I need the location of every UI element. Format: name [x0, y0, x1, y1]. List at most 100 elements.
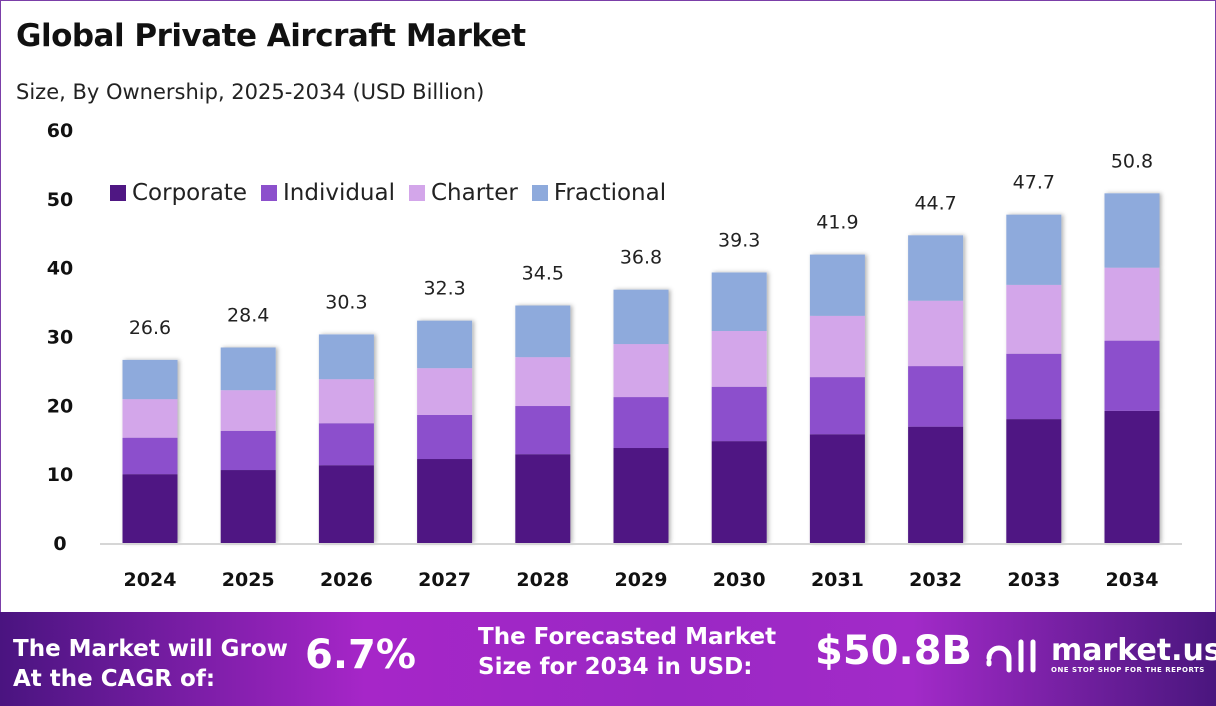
bar-segment-individual [220, 430, 276, 471]
bar-segment-individual [122, 437, 178, 475]
forecast-label-line2: Size for 2034 in USD: [478, 654, 753, 680]
chart-subtitle: Size, By Ownership, 2025-2034 (USD Billi… [16, 80, 485, 104]
bar-segment-fractional [515, 305, 571, 358]
bar-segment-individual [711, 386, 767, 442]
legend-item: Corporate [110, 180, 247, 206]
bar-segment-individual [417, 414, 473, 460]
data-label-total: 39.3 [718, 229, 760, 251]
data-label-total: 36.8 [620, 247, 662, 269]
bar-segment-charter [417, 368, 473, 415]
bar-segment-charter [220, 390, 276, 431]
data-label-total: 28.4 [227, 305, 269, 327]
bar-segment-fractional [318, 334, 374, 380]
bar-segment-charter [515, 357, 571, 407]
bar-stack [220, 347, 276, 543]
bar-segment-individual [908, 366, 964, 427]
bar-segment-charter [122, 399, 178, 438]
data-label-total: 26.6 [129, 317, 171, 339]
bar-segment-individual [1104, 340, 1160, 411]
legend-item: Charter [409, 180, 518, 206]
x-tick-label: 2027 [418, 569, 471, 591]
data-label-total: 50.8 [1111, 150, 1153, 172]
legend: Corporate Individual Charter Fractional [110, 180, 666, 206]
logo-text: market.us [1051, 633, 1216, 668]
bar-segment-fractional [417, 320, 473, 369]
bar-stack [417, 320, 473, 543]
x-tick-label: 2030 [713, 569, 766, 591]
y-tick-label: 0 [53, 533, 66, 555]
bar-stack [908, 235, 964, 543]
forecast-value: $50.8B [815, 628, 973, 674]
bar-segment-individual [809, 377, 865, 435]
bar-stack [613, 289, 669, 543]
x-tick-label: 2029 [615, 569, 668, 591]
bar-stack [1006, 214, 1062, 543]
bar-segment-corporate [1006, 419, 1062, 543]
bar-stack [515, 305, 571, 543]
legend-label: Charter [431, 180, 518, 206]
y-tick-label: 50 [47, 189, 73, 211]
data-label-total: 32.3 [423, 278, 465, 300]
bar-segment-corporate [515, 454, 571, 543]
market-us-logo: market.us ONE STOP SHOP FOR THE REPORTS [985, 634, 1216, 676]
legend-label: Individual [282, 180, 395, 206]
chart-title: Global Private Aircraft Market [16, 18, 526, 54]
bar-segment-corporate [417, 459, 473, 543]
bar-stack [1104, 193, 1160, 543]
data-label-total: 34.5 [522, 263, 564, 285]
forecast-label-line1: The Forecasted Market [478, 624, 777, 650]
bar-segment-charter [809, 315, 865, 378]
cagr-value: 6.7% [305, 632, 416, 678]
y-tick-label: 30 [47, 327, 73, 349]
stacked-bar-chart: 010203040506026.6202428.4202530.3202632.… [47, 120, 1182, 591]
bar-segment-charter [613, 344, 669, 398]
bar-segment-corporate [1104, 410, 1160, 543]
bar-segment-fractional [220, 347, 276, 391]
forecast-label: The Forecasted Market Size for 2034 in U… [478, 622, 776, 682]
logo-mark-icon [986, 639, 1036, 673]
legend-item: Individual [260, 180, 395, 206]
legend-swatch [531, 185, 548, 201]
bar-segment-charter [908, 300, 964, 367]
data-label-total: 44.7 [914, 192, 956, 214]
legend-label: Corporate [132, 180, 247, 206]
bar-segment-charter [318, 379, 374, 424]
y-tick-label: 10 [47, 464, 73, 486]
bar-segment-individual [318, 423, 374, 466]
legend-label: Fractional [553, 180, 667, 206]
legend-swatch [110, 185, 126, 201]
bar-segment-fractional [711, 272, 767, 331]
bar-stack [318, 334, 374, 543]
bar-segment-fractional [908, 235, 964, 301]
bar-stack [122, 359, 178, 543]
bar-segment-corporate [908, 426, 964, 543]
bar-segment-fractional [122, 359, 178, 400]
x-tick-label: 2031 [811, 569, 864, 591]
bar-segment-fractional [1104, 193, 1160, 268]
bar-segment-corporate [220, 470, 276, 543]
bar-segment-corporate [711, 441, 767, 543]
x-tick-label: 2026 [320, 569, 373, 591]
y-tick-label: 40 [47, 258, 73, 280]
data-label-total: 47.7 [1013, 172, 1055, 194]
x-tick-label: 2034 [1106, 569, 1159, 591]
x-tick-label: 2032 [909, 569, 962, 591]
bar-segment-fractional [1006, 214, 1062, 285]
cagr-label: The Market will Grow At the CAGR of: [13, 634, 288, 694]
data-label-total: 30.3 [325, 291, 367, 313]
bar-segment-individual [515, 406, 571, 455]
bar-segment-fractional [613, 289, 669, 345]
legend-swatch [409, 185, 425, 201]
bar-segment-individual [1006, 353, 1062, 420]
bar-segment-corporate [613, 448, 669, 543]
bar-segment-corporate [318, 465, 374, 543]
legend-swatch [260, 185, 277, 201]
bar-segment-charter [711, 330, 767, 387]
bar-stack [809, 254, 865, 543]
summary-banner: The Market will Grow At the CAGR of: 6.7… [0, 612, 1216, 706]
y-tick-label: 60 [47, 120, 73, 142]
legend-item: Fractional [531, 180, 667, 206]
bar-segment-individual [613, 397, 669, 449]
cagr-label-line2: At the CAGR of: [13, 666, 216, 692]
data-label-total: 41.9 [816, 212, 858, 234]
